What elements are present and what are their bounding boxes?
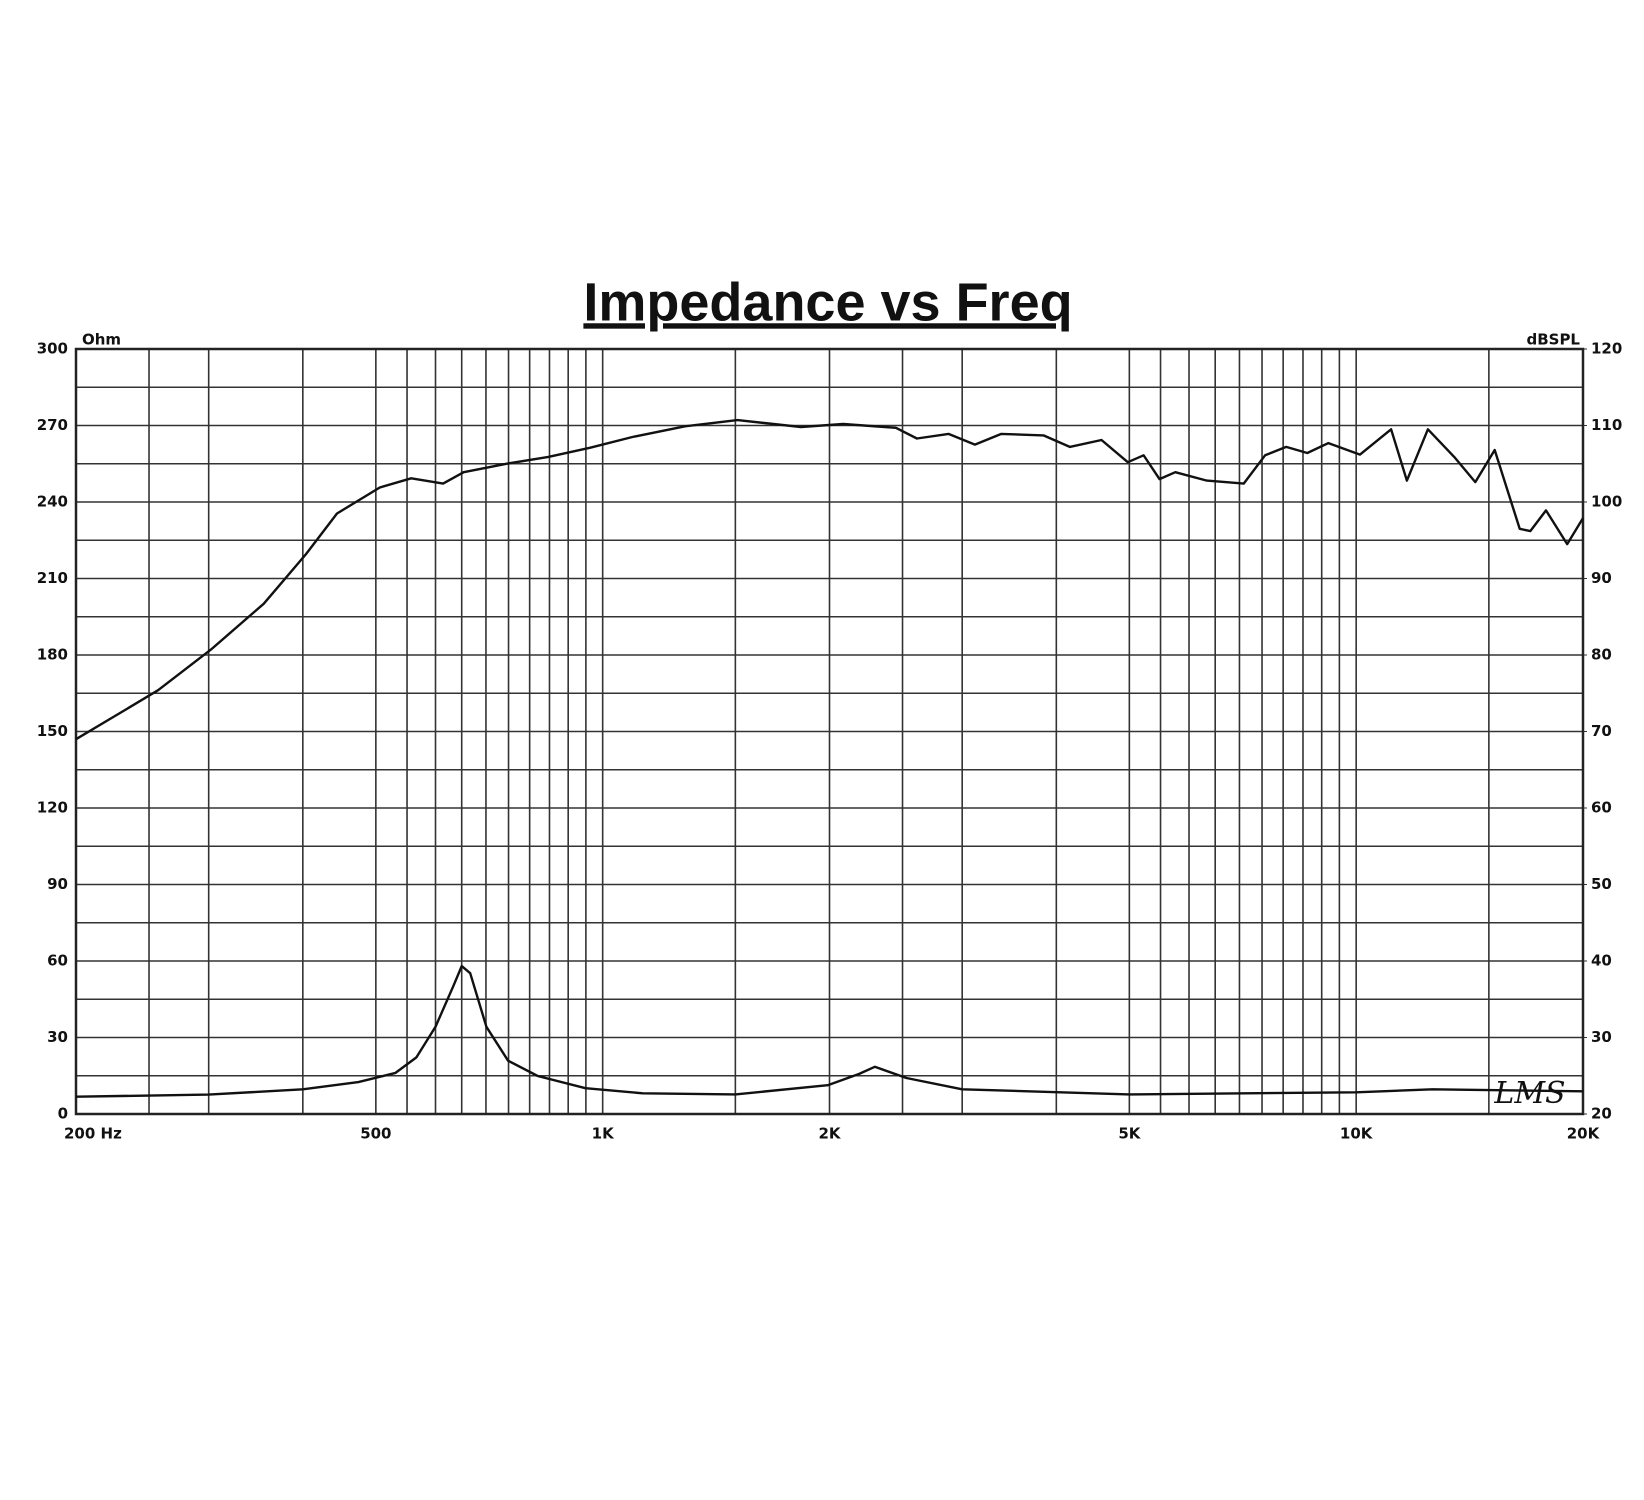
y2-tick-label: 20: [1591, 1105, 1612, 1123]
y-tick-label: 210: [37, 569, 68, 587]
y2-tick-label: 120: [1591, 340, 1622, 358]
y2-axis-label: dBSPL: [1526, 331, 1580, 349]
series-line: [75, 418, 1585, 741]
x-tick-label: 10K: [1340, 1125, 1374, 1143]
y-tick-label: 30: [47, 1028, 68, 1046]
x-tick-label: 1K: [592, 1125, 615, 1143]
y-tick-label: 300: [37, 340, 68, 358]
chart-title: Impedance vs Freq: [583, 272, 1072, 332]
y-tick-label: 120: [37, 799, 68, 817]
y2-tick-label: 60: [1591, 799, 1612, 817]
plot-frame: [74, 347, 1585, 1116]
y-axis-label: Ohm: [82, 331, 121, 349]
logo: LMS: [1493, 1076, 1565, 1111]
x-tick-label: 20K: [1567, 1125, 1601, 1143]
y2-tick-label: 50: [1591, 875, 1612, 893]
y-tick-label: 90: [47, 875, 68, 893]
y2-tick-label: 30: [1591, 1028, 1612, 1046]
x-tick-label: 200 Hz: [64, 1125, 122, 1143]
y2-tick-label: 80: [1591, 646, 1612, 664]
x-tick-label: 5K: [1118, 1125, 1141, 1143]
y2-tick-label: 100: [1591, 493, 1622, 511]
y-tick-label: 240: [37, 493, 68, 511]
y2-tick-label: 40: [1591, 952, 1612, 970]
y2-tick-label: 110: [1591, 416, 1622, 434]
series-line: [75, 964, 1584, 1098]
x-tick-label: 500: [360, 1125, 391, 1143]
y-tick-label: 0: [58, 1105, 68, 1123]
y2-tick-label: 70: [1591, 722, 1612, 740]
y-tick-label: 180: [37, 646, 68, 664]
y-tick-label: 150: [37, 722, 68, 740]
x-tick-label: 2K: [818, 1125, 841, 1143]
y-tick-label: 270: [37, 416, 68, 434]
y2-tick-label: 90: [1591, 569, 1612, 587]
y-tick-label: 60: [47, 952, 68, 970]
